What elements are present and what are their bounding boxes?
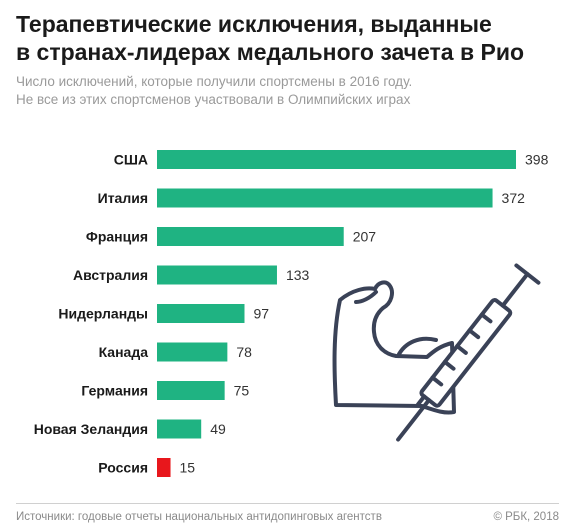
value-label: 15: [180, 460, 196, 476]
category-label: Италия: [98, 190, 148, 206]
copyright-credit: © РБК, 2018: [493, 511, 559, 523]
bar: [157, 342, 228, 362]
bars-layer: США 398 Италия 372 Франция 207 Австралия 133 Нид…: [34, 150, 549, 477]
value-label: 398: [525, 152, 549, 168]
category-label: Нидерланды: [58, 306, 148, 322]
category-label: Новая Зеландия: [34, 421, 148, 437]
category-label: Россия: [98, 460, 148, 476]
value-label: 78: [236, 344, 252, 360]
category-label: Германия: [81, 383, 148, 399]
chart-subtitle-line-1: Число исключений, которые получили спорт…: [16, 74, 413, 89]
value-label: 372: [502, 190, 526, 206]
value-label: 97: [253, 306, 269, 322]
bar: [157, 150, 516, 169]
bar: [157, 381, 225, 400]
chart-title: Терапевтические исключения, выданные в с…: [16, 10, 566, 66]
chart-subtitle: Число исключений, которые получили спорт…: [16, 73, 566, 109]
chart-title-line-1: Терапевтические исключения, выданные: [16, 11, 492, 37]
chart-subtitle-line-2: Не все из этих спортсменов участвовали в…: [16, 92, 411, 107]
value-label: 207: [353, 229, 377, 245]
bar: [157, 458, 171, 477]
bar: [157, 227, 344, 246]
category-label: Австралия: [73, 267, 148, 283]
bar: [157, 188, 493, 208]
value-label: 75: [234, 383, 250, 399]
value-label: 133: [286, 267, 310, 283]
chart-footer: Источники: годовые отчеты национальных а…: [16, 503, 559, 523]
category-label: США: [114, 152, 148, 168]
bar: [157, 304, 245, 323]
flexed-arm-with-syringe-icon: [332, 263, 541, 442]
source-note: Источники: годовые отчеты национальных а…: [16, 511, 382, 523]
chart-title-line-2: в странах-лидерах медального зачета в Ри…: [16, 39, 525, 65]
bar: [157, 265, 277, 285]
category-label: Франция: [86, 229, 148, 245]
value-label: 49: [210, 421, 226, 437]
bar: [157, 419, 202, 439]
category-label: Канада: [99, 344, 149, 360]
